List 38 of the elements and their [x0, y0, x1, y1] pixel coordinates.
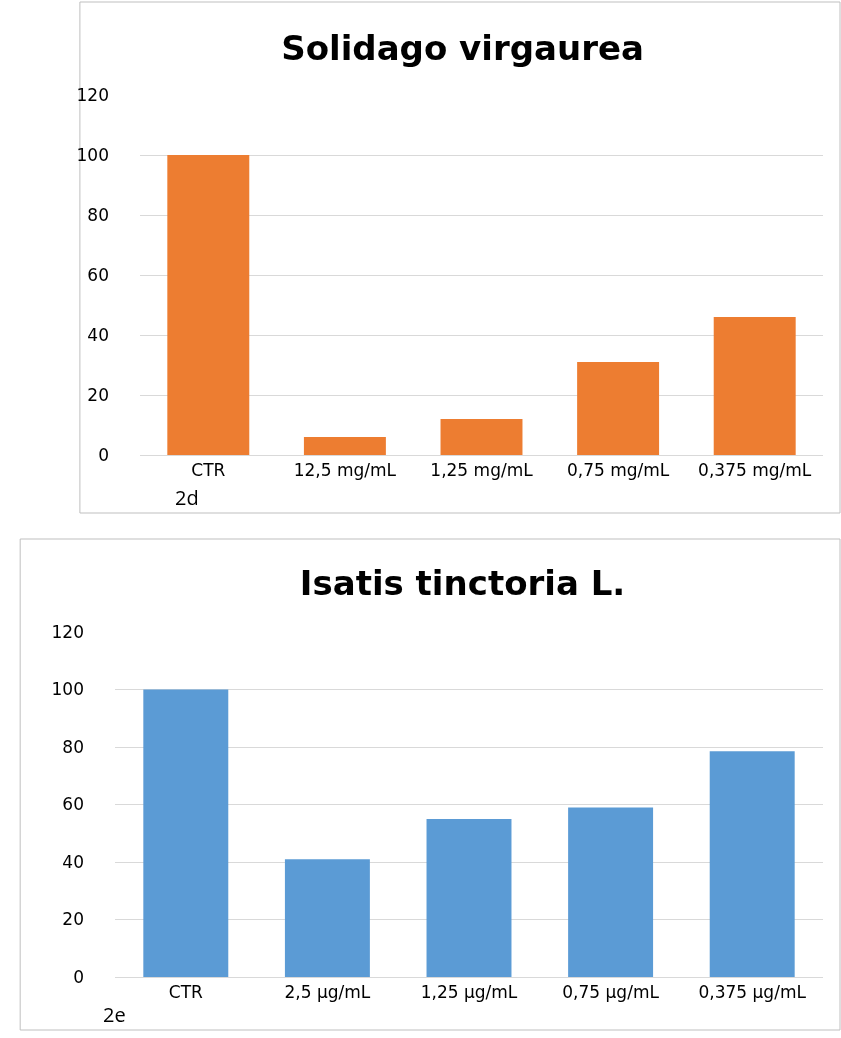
y-tick-label: 100 [51, 679, 84, 700]
x-tick-label: 0,75 µg/mL [562, 982, 660, 1003]
chart-title: Isatis tinctoria L. [299, 563, 626, 604]
y-tick-label: 60 [87, 264, 109, 285]
bar [709, 751, 795, 977]
y-tick-label: 20 [87, 384, 109, 405]
bar [713, 317, 796, 455]
y-tick-label: 40 [87, 324, 109, 345]
y-tick-label: 80 [62, 736, 84, 757]
text: 2e [103, 1001, 126, 1028]
x-tick-label: 0,375 mg/mL [698, 460, 812, 481]
x-tick-label: CTR [191, 460, 226, 481]
y-tick-label: 120 [76, 84, 109, 105]
x-tick-label: 2,5 µg/mL [284, 982, 371, 1003]
bar [303, 437, 386, 455]
x-tick-label: CTR [168, 982, 204, 1003]
y-tick-label: 60 [62, 794, 84, 815]
bar [577, 362, 660, 455]
bar [167, 155, 250, 455]
y-tick-label: 120 [51, 621, 84, 642]
x-tick-label: 1,25 µg/mL [420, 982, 518, 1003]
bar [568, 807, 654, 977]
bar [284, 859, 370, 977]
y-tick-label: 40 [62, 851, 84, 872]
chart-title: Solidago virgaurea [281, 27, 644, 68]
y-tick-label: 80 [87, 204, 109, 225]
bar [426, 818, 512, 977]
y-tick-label: 100 [76, 144, 109, 165]
y-tick-label: 0 [73, 966, 84, 987]
y-tick-label: 0 [98, 444, 109, 465]
bar [143, 689, 229, 977]
x-tick-label: 12,5 mg/mL [293, 460, 397, 481]
x-tick-label: 0,75 mg/mL [566, 460, 670, 481]
y-tick-label: 20 [62, 909, 84, 930]
text: 2d [175, 484, 199, 511]
x-tick-label: 0,375 µg/mL [698, 982, 807, 1003]
bar [440, 419, 523, 455]
x-tick-label: 1,25 mg/mL [430, 460, 534, 481]
